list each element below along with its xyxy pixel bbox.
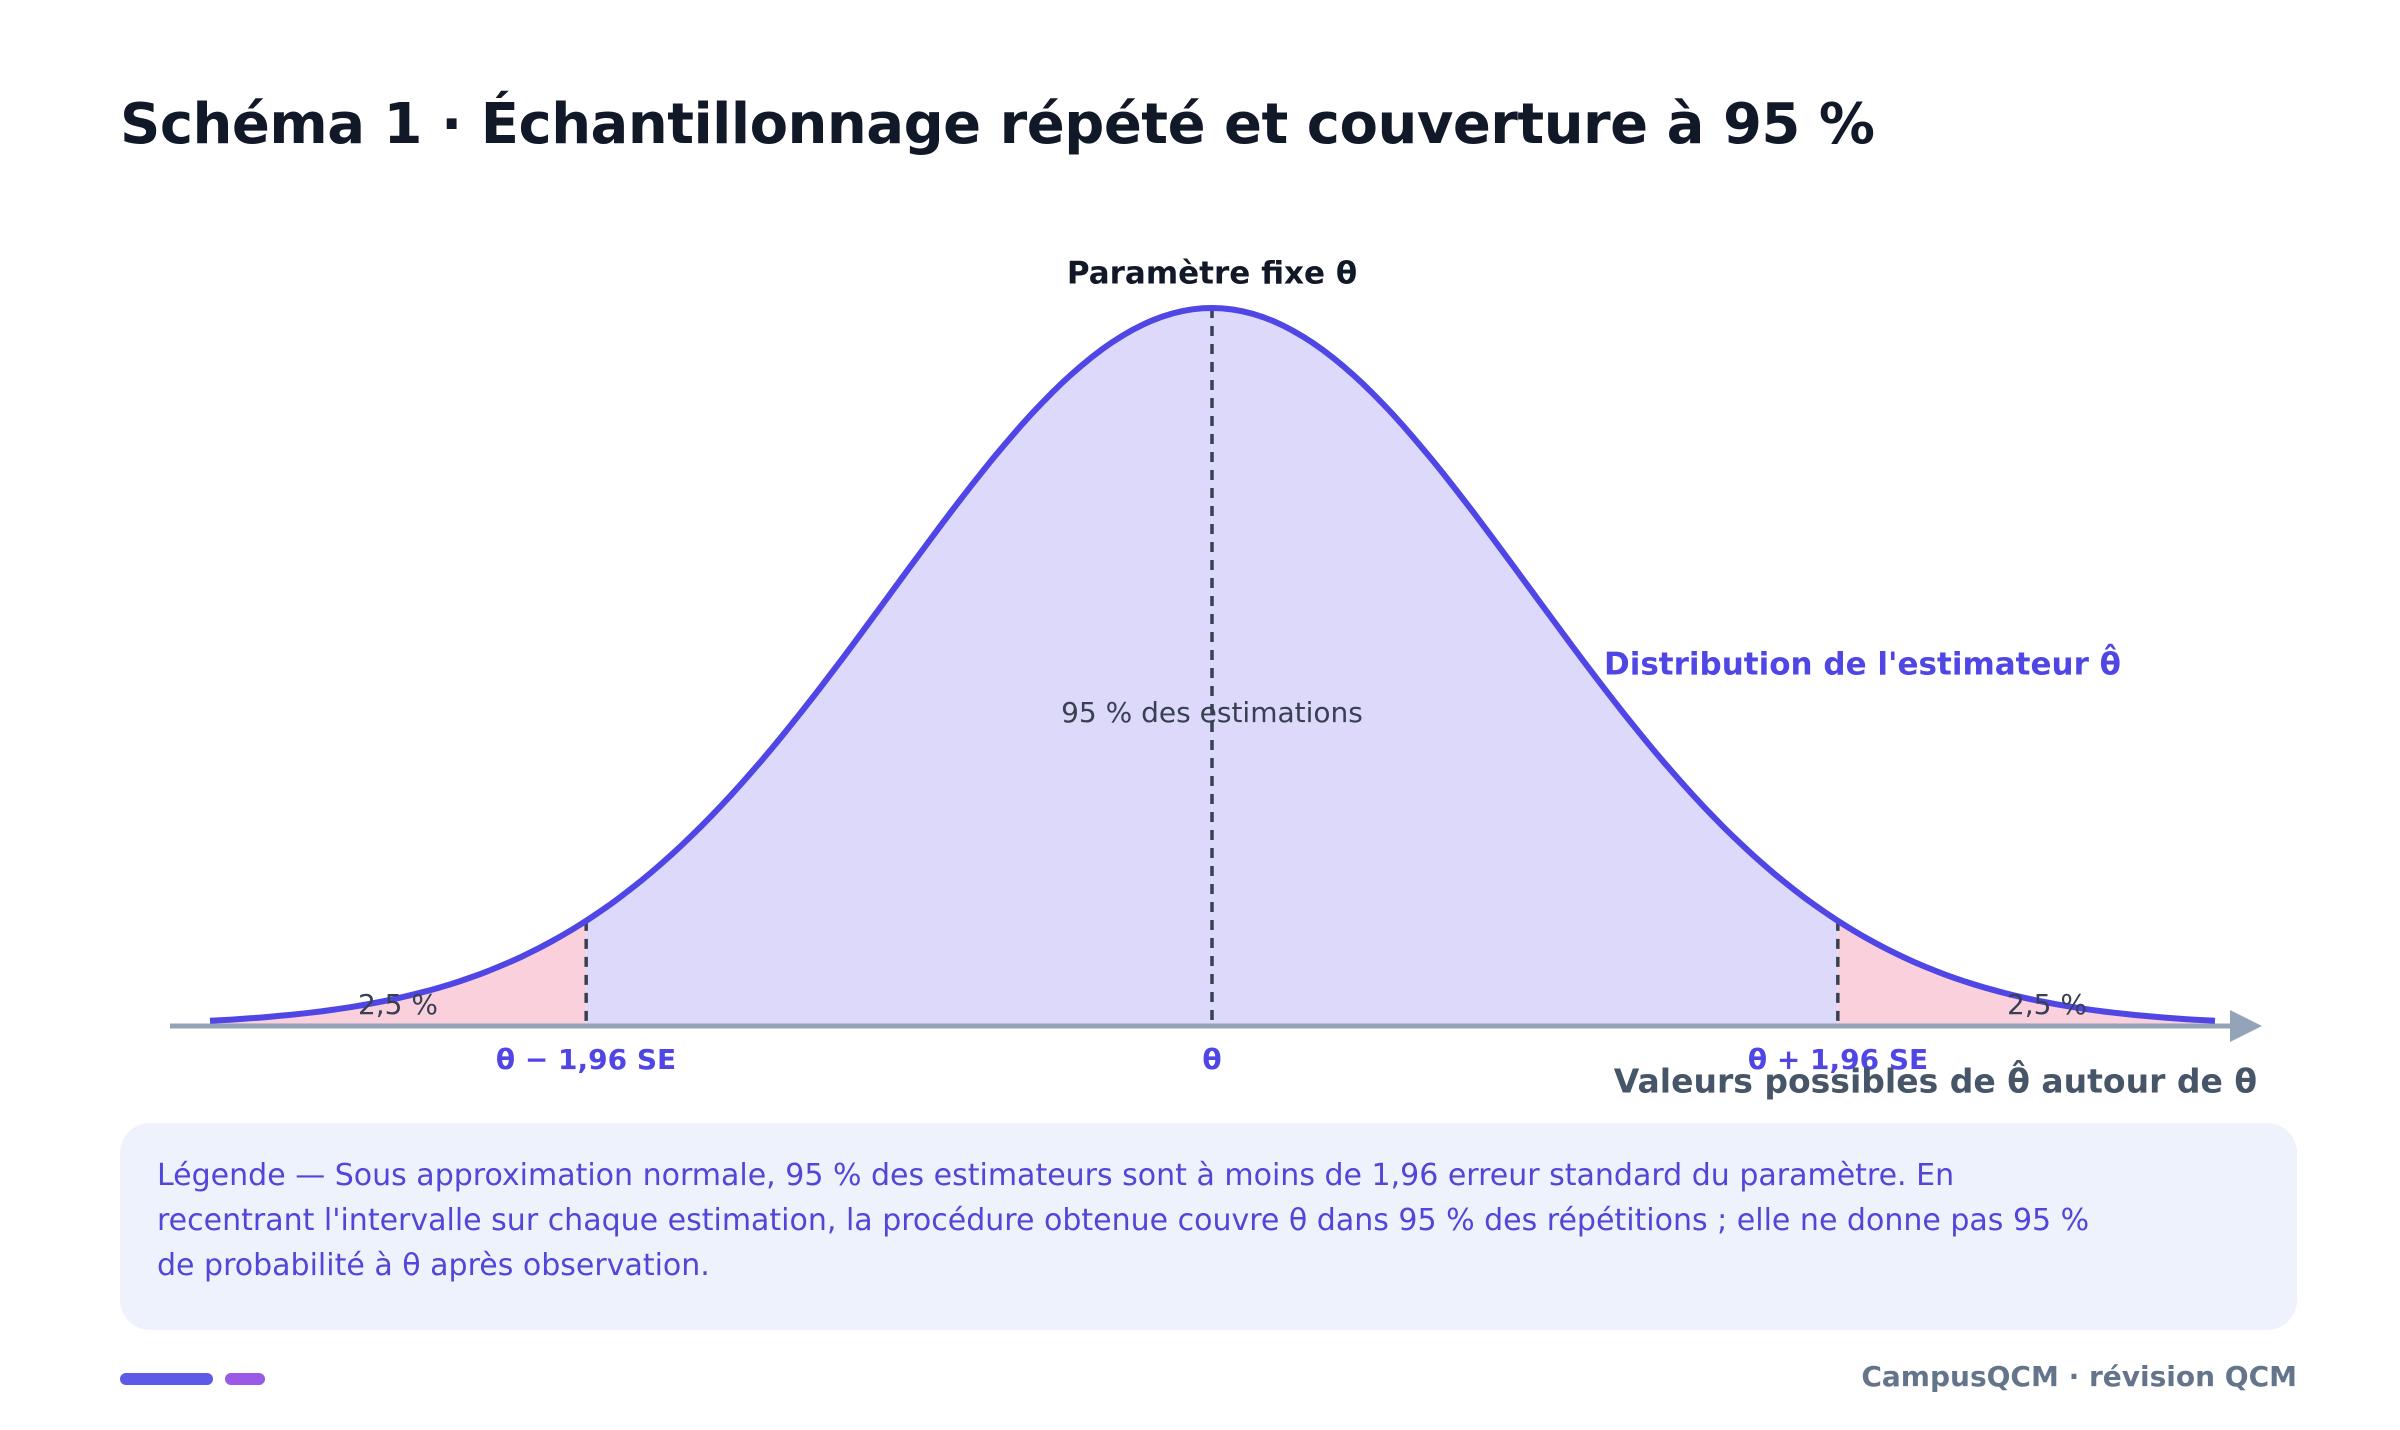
curve-label: Distribution de l'estimateur θ̂ xyxy=(1604,644,2121,683)
diagram: Paramètre fixe θ Distribution de l'estim… xyxy=(170,256,2262,1101)
accent-bar xyxy=(225,1373,265,1385)
legend-line: de probabilité à θ après observation. xyxy=(157,1248,710,1283)
center-area xyxy=(586,308,1838,1026)
legend-line: Légende — Sous approximation normale, 95… xyxy=(157,1158,1955,1193)
page-title: Schéma 1 · Échantillonnage répété et cou… xyxy=(120,92,1875,157)
legend-box: Légende — Sous approximation normale, 95… xyxy=(120,1123,2297,1330)
tail-label: 2,5 % xyxy=(358,988,438,1021)
footer-brand: CampusQCM · révision QCM xyxy=(1861,1360,2297,1393)
legend-line: recentrant l'intervalle sur chaque estim… xyxy=(157,1203,2090,1238)
center-label: 95 % des estimations xyxy=(1061,696,1363,729)
axis-tick-label: θ − 1,96 SE xyxy=(496,1043,676,1076)
right-tail xyxy=(1837,920,2215,1026)
tail-label: 2,5 % xyxy=(2007,988,2087,1021)
axis-title: Valeurs possibles de θ̂ autour de θ xyxy=(1614,1059,2257,1100)
axis-tick-label: θ xyxy=(1202,1043,1221,1076)
cut-lines xyxy=(584,308,1840,1026)
parameter-label: Paramètre fixe θ xyxy=(1067,256,1357,292)
left-tail xyxy=(210,920,587,1026)
axis-arrow xyxy=(2230,1010,2262,1042)
accent-bar xyxy=(120,1373,213,1385)
density-curve xyxy=(209,304,2216,1024)
axis-tick-label: θ + 1,96 SE xyxy=(1748,1043,1928,1076)
